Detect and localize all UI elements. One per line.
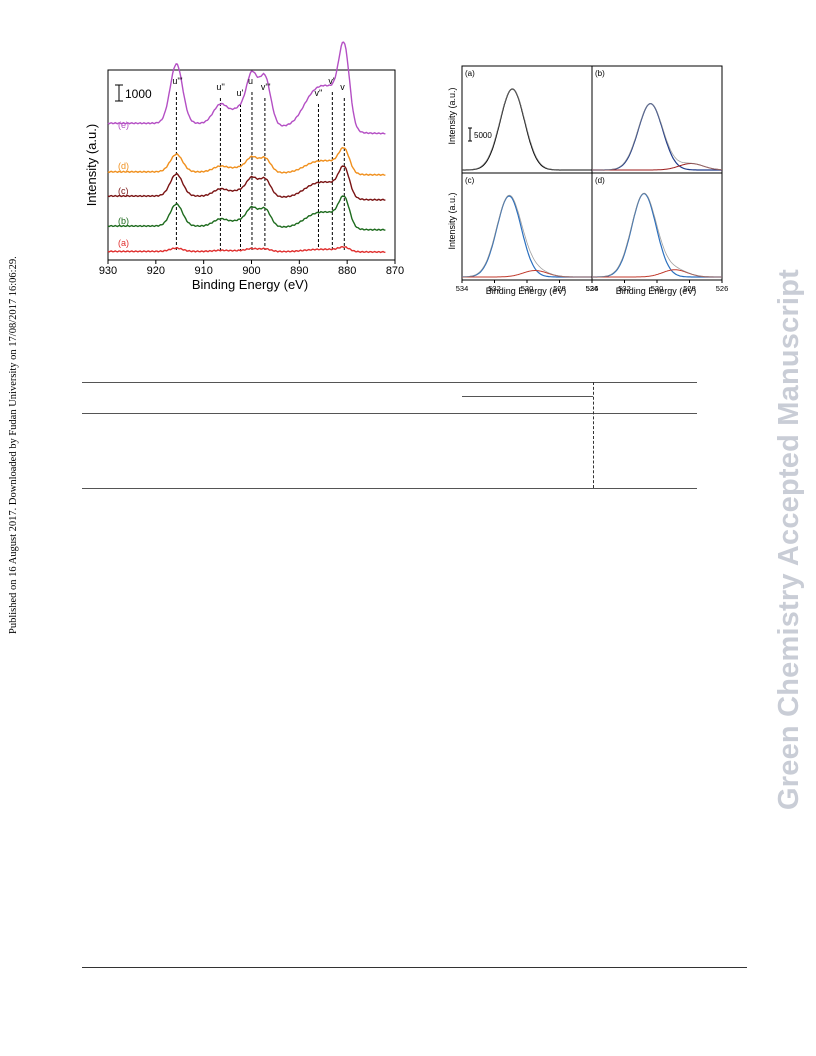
o1s-x-axis-label-left: Binding Energy (eV) — [486, 286, 567, 296]
o1s-peak-curve — [592, 192, 722, 278]
o1s-envelope-curve — [592, 192, 722, 278]
o1s-scale-bar-label: 5000 — [474, 131, 492, 140]
ce3d-x-tick-label: 880 — [338, 265, 356, 277]
ce3d-x-tick-label: 870 — [386, 265, 404, 277]
o1s-x-tick-label: 532 — [618, 284, 631, 293]
ce3d-x-tick-label: 910 — [194, 265, 212, 277]
table-bottom-rule — [82, 488, 697, 489]
o1s-x-tick-label: 526 — [586, 284, 599, 293]
o1s-scale-bar: 5000 — [468, 127, 492, 142]
o1s-envelope-curve — [592, 103, 723, 171]
o1s-peak-curve — [592, 269, 722, 278]
ce3d-series-line — [107, 165, 386, 202]
ce3d-peak-label: u''' — [172, 76, 182, 86]
ce3d-y-axis-label: Intensity (a.u.) — [84, 124, 99, 206]
ce3d-x-tick-label: 890 — [290, 265, 308, 277]
ce3d-series-line — [107, 41, 386, 135]
ce3d-peak-label: v'' — [314, 88, 322, 98]
o1s-x-tick-label: 526 — [716, 284, 729, 293]
o1s-peak-curve — [461, 195, 592, 278]
o1s-y-axis-label-bottom: Intensity (a.u.) — [447, 192, 457, 249]
ce3d-x-tick-label: 900 — [242, 265, 260, 277]
ce3d-series-line — [107, 195, 386, 232]
ce3d-scale-bar-label: 1000 — [125, 87, 152, 101]
o1s-x-tick-label: 528 — [683, 284, 696, 293]
ce3d-peak-label: u — [248, 76, 253, 86]
table-column-divider — [593, 382, 594, 488]
ce3d-peak-label: v — [340, 82, 345, 92]
ce3d-peak-label: v' — [328, 76, 335, 86]
o1s-panel-frame — [461, 172, 593, 281]
o1s-x-tick-label: 534 — [456, 284, 469, 293]
o1s-panel-label: (b) — [595, 69, 605, 78]
o1s-panel-label: (a) — [465, 69, 475, 78]
ce3d-series-label: (b) — [118, 216, 129, 226]
o1s-x-tick-label: 530 — [521, 284, 534, 293]
o1s-x-tick-label: 528 — [553, 284, 566, 293]
table-header-rule — [82, 413, 697, 414]
o1s-x-tick-label: 530 — [651, 284, 664, 293]
watermark-text: Green Chemistry Accepted Manuscript — [773, 269, 805, 810]
publication-note-text: Published on 16 August 2017. Downloaded … — [8, 256, 19, 634]
ce3d-series-label: (d) — [118, 161, 129, 171]
ce3d-xps-chart: (a) (b) (c) (d) (e) u''' u'' u' u v''' v'' v' v 930… — [84, 41, 404, 292]
o1s-panel-label: (d) — [595, 176, 605, 185]
ce3d-series-label: (c) — [118, 186, 129, 196]
ce3d-scale-bar: 1000 — [115, 84, 152, 102]
ce3d-peak-label: u' — [236, 88, 243, 98]
ce3d-series-line — [107, 146, 386, 177]
ce3d-peak-label: v''' — [261, 82, 271, 92]
o1s-envelope-curve — [462, 194, 592, 278]
o1s-panel-label: (c) — [465, 176, 475, 185]
ce3d-peak-label: u'' — [216, 82, 225, 92]
o1s-x-tick-label: 532 — [488, 284, 501, 293]
o1s-panel-frame — [591, 65, 723, 174]
ce3d-series-label: (e) — [118, 120, 129, 130]
o1s-y-axis-label-top: Intensity (a.u.) — [447, 87, 457, 144]
ce3d-x-axis-label: Binding Energy (eV) — [192, 277, 308, 292]
o1s-envelope-curve — [462, 88, 592, 171]
o1s-peak-curve — [592, 102, 722, 171]
ce3d-series-line — [107, 245, 386, 254]
table-group-rule — [462, 396, 593, 397]
table-top-rule — [82, 382, 697, 383]
o1s-x-tick-label: 534 — [586, 284, 599, 293]
ce3d-x-tick-label: 920 — [147, 265, 165, 277]
footer-rule — [82, 967, 747, 968]
ce3d-series-label: (a) — [118, 238, 129, 248]
o1s-panel-frame — [461, 65, 593, 174]
ce3d-x-tick-label: 930 — [99, 265, 117, 277]
o1s-x-axis-label-right: Binding Energy (eV) — [616, 286, 697, 296]
